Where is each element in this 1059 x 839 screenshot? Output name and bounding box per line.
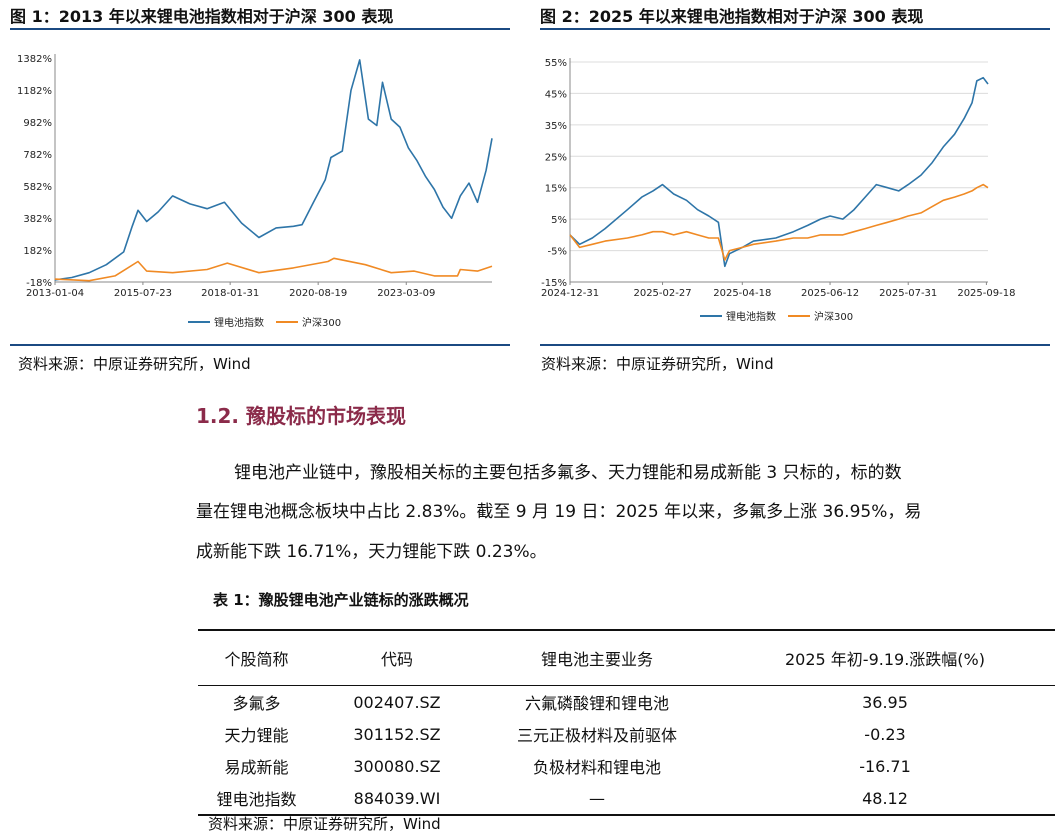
figure-1-title: 图 1：2013 年以来锂电池指数相对于沪深 300 表现 [10, 4, 510, 30]
series-line [54, 59, 493, 281]
table-row: 天力锂能 301152.SZ 三元正极材料及前驱体 -0.23 [198, 718, 1055, 750]
y-tick-label: 5% [551, 215, 567, 226]
figure-2-svg: 55% 45% 35% 25% 15% 5% -5% -15%2024-12-31 2025-0… [541, 58, 1015, 323]
x-tick-label: 2025-02-27 [633, 288, 691, 299]
table-cell: 多氟多 [232, 694, 281, 713]
figure-1-svg: 1382% 1182% 982% 782% 582% 382% 182% -18%2013-0… [17, 54, 493, 329]
x-tick-label: 2025-04-18 [713, 288, 771, 299]
paragraph-line: 量在锂电池概念板块中占比 2.83%。截至 9 月 19 日：2025 年以来，… [196, 502, 922, 522]
paragraph-line: 锂电池产业链中，豫股相关标的主要包括多氟多、天力锂能和易成新能 3 只标的，标的… [234, 463, 902, 483]
table-cell: 易成新能 [224, 758, 289, 777]
figure-2-title: 图 2：2025 年以来锂电池指数相对于沪深 300 表现 [540, 4, 1050, 30]
y-tick-label: 582% [23, 182, 52, 193]
series-line [569, 76, 989, 268]
table-cell: 负极材料和锂电池 [532, 758, 661, 777]
x-tick-label: 2025-09-18 [957, 288, 1015, 299]
x-tick-label: 2025-06-12 [801, 288, 859, 299]
table-cell: 天力锂能 [224, 726, 289, 745]
table-cell: 301152.SZ [353, 724, 441, 744]
table-header-row: 个股简称 代码 锂电池主要业务 2025 年初-9.19.涨跌幅(%) [198, 629, 1055, 686]
x-tick-label: 2025-07-31 [879, 288, 937, 299]
figure-2-chart: 55% 45% 35% 25% 15% 5% -5% -15% 2024-12-31 2025-0… [540, 36, 1050, 344]
x-tick-label: 2020-08-19 [289, 288, 347, 299]
y-tick-label: -18% [26, 278, 52, 289]
table-header-cell: 锂电池主要业务 [479, 629, 715, 686]
y-tick-label: 1182% [17, 86, 52, 97]
table-row: 多氟多 002407.SZ 六氟磷酸锂和锂电池 36.95 [198, 686, 1055, 719]
figure-2-bottom-rule [540, 344, 1050, 346]
y-tick-label: 1382% [17, 54, 52, 65]
table-header-cell: 2025 年初-9.19.涨跌幅(%) [715, 629, 1055, 686]
figure-2-source: 资料来源：中原证券研究所，Wind [541, 355, 774, 373]
figure-1-source: 资料来源：中原证券研究所，Wind [18, 355, 251, 373]
y-tick-label: 382% [23, 214, 52, 225]
table-row: 锂电池指数 884039.WI — 48.12 [198, 782, 1055, 816]
legend-label: 锂电池指数 [726, 310, 776, 323]
legend-label: 锂电池指数 [214, 316, 264, 329]
y-tick-label: 55% [545, 58, 567, 69]
table-cell: -16.71 [859, 756, 911, 776]
x-tick-label: 2018-01-31 [201, 288, 259, 299]
series-line [569, 183, 989, 261]
y-tick-label: -5% [548, 247, 567, 258]
x-tick-label: 2023-03-09 [377, 288, 435, 299]
table-cell: 300080.SZ [353, 756, 441, 776]
table-cell: -0.23 [864, 724, 906, 744]
x-tick-label: 2013-01-04 [26, 288, 84, 299]
table-row: 易成新能 300080.SZ 负极材料和锂电池 -16.71 [198, 750, 1055, 782]
y-tick-label: 25% [545, 152, 567, 163]
x-tick-label: 2015-07-23 [114, 288, 172, 299]
table-cell: 48.12 [715, 782, 1055, 816]
table-header-cell: 个股简称 [198, 629, 315, 686]
figure-1-chart: 1382% 1182% 982% 782% 582% 382% 182% -18% 2013-0… [10, 36, 510, 344]
y-tick-label: 782% [23, 150, 52, 161]
y-tick-label: 982% [23, 118, 52, 129]
figure-1-bottom-rule [10, 344, 510, 346]
table-cell: 36.95 [862, 692, 908, 712]
table-cell: 三元正极材料及前驱体 [516, 726, 677, 745]
table-cell: 884039.WI [315, 782, 479, 816]
y-tick-label: 45% [545, 89, 567, 100]
table-cell: 锂电池指数 [198, 782, 315, 816]
legend-label: 沪深300 [302, 316, 341, 329]
data-table: 个股简称 代码 锂电池主要业务 2025 年初-9.19.涨跌幅(%) 多氟多 … [198, 629, 1055, 816]
table-source: 资料来源：中原证券研究所，Wind [208, 815, 441, 833]
y-tick-label: 182% [23, 246, 52, 257]
table-cell: 002407.SZ [353, 692, 441, 712]
table-header-cell: 代码 [315, 629, 479, 686]
table-cell: 六氟磷酸锂和锂电池 [524, 694, 669, 713]
series-line [54, 257, 493, 282]
section-heading: 1.2. 豫股标的市场表现 [196, 404, 406, 428]
legend-label: 沪深300 [814, 310, 853, 323]
table-title: 表 1：豫股锂电池产业链标的涨跌概况 [213, 591, 469, 609]
y-tick-label: 15% [545, 184, 567, 195]
y-tick-label: -15% [541, 278, 567, 289]
table-cell: — [479, 782, 715, 816]
x-tick-label: 2024-12-31 [541, 288, 599, 299]
y-tick-label: 35% [545, 121, 567, 132]
paragraph-line: 成新能下跌 16.71%，天力锂能下跌 0.23%。 [196, 542, 547, 562]
